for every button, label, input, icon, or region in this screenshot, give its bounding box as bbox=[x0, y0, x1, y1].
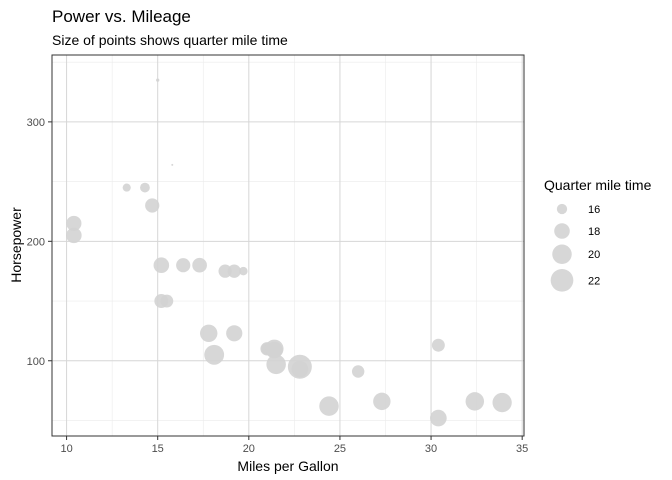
chart-subtitle: Size of points shows quarter mile time bbox=[52, 32, 288, 48]
scatter-point bbox=[266, 354, 286, 375]
scatter-point bbox=[492, 392, 512, 413]
scatter-point bbox=[226, 325, 243, 342]
legend-key-point bbox=[556, 203, 568, 215]
scatter-point bbox=[239, 266, 248, 276]
x-axis: 10 15 20 25 30 35 bbox=[60, 436, 528, 455]
scatter-point bbox=[465, 392, 485, 411]
x-tick-label: 15 bbox=[152, 443, 164, 455]
size-legend: Quarter mile time 16 18 20 22 bbox=[544, 177, 652, 292]
y-tick-label: 100 bbox=[27, 356, 45, 368]
scatter-point bbox=[171, 163, 174, 166]
scatter-point bbox=[156, 78, 160, 82]
scatter-point bbox=[431, 338, 445, 352]
minor-gridlines bbox=[52, 55, 524, 436]
x-tick-label: 35 bbox=[516, 443, 528, 455]
y-tick-label: 200 bbox=[27, 236, 45, 248]
scatter-point bbox=[319, 396, 339, 416]
legend-key-point bbox=[550, 268, 574, 292]
legend-label: 22 bbox=[588, 275, 600, 287]
scatter-point bbox=[351, 365, 365, 378]
scatter-point bbox=[227, 264, 241, 278]
legend-label: 20 bbox=[588, 249, 600, 261]
scatter-point bbox=[200, 324, 218, 343]
chart-title: Power vs. Mileage bbox=[52, 7, 191, 26]
legend-label: 16 bbox=[588, 204, 600, 216]
x-tick-label: 10 bbox=[60, 443, 72, 455]
scatter-point bbox=[122, 183, 131, 192]
scatter-point bbox=[176, 258, 191, 273]
major-gridlines bbox=[52, 55, 524, 436]
scatter-point bbox=[153, 257, 170, 273]
scatter-point bbox=[145, 198, 160, 213]
scatter-point bbox=[218, 264, 232, 278]
legend-key-point bbox=[552, 244, 572, 264]
scatter-point bbox=[154, 294, 169, 309]
x-tick-label: 20 bbox=[243, 443, 255, 455]
scatter-point bbox=[430, 409, 447, 427]
scatter-point bbox=[373, 392, 391, 411]
x-axis-title: Miles per Gallon bbox=[237, 458, 338, 474]
scatter-point bbox=[66, 215, 82, 231]
scatter-point bbox=[192, 257, 207, 273]
legend-title: Quarter mile time bbox=[544, 177, 652, 193]
x-tick-label: 30 bbox=[425, 443, 437, 455]
legend-label: 18 bbox=[588, 226, 600, 238]
x-tick-label: 25 bbox=[334, 443, 346, 455]
y-axis: 100 200 300 bbox=[27, 117, 52, 368]
plot-panel-border bbox=[51, 54, 525, 437]
scatter-point bbox=[204, 344, 225, 365]
scatter-point bbox=[66, 227, 82, 244]
scatter-point bbox=[287, 354, 312, 379]
y-axis-title: Horsepower bbox=[8, 207, 24, 283]
legend-key-point bbox=[554, 223, 570, 239]
scatter-point bbox=[140, 182, 150, 193]
data-points bbox=[66, 78, 512, 427]
y-tick-label: 300 bbox=[27, 117, 45, 129]
scatter-point bbox=[265, 341, 283, 359]
